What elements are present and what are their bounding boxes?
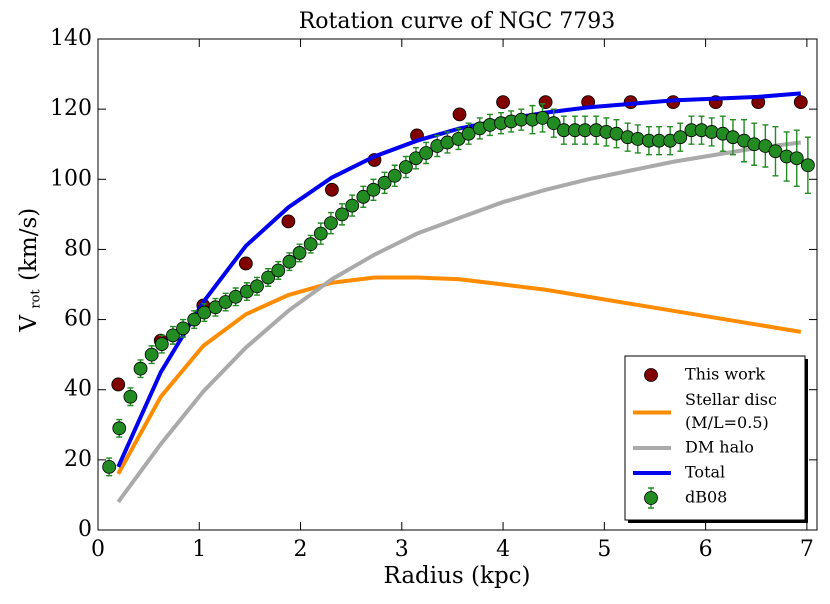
point (313, 226, 328, 241)
point (250, 279, 264, 294)
y-tick-label: 20 (64, 447, 92, 472)
point (261, 270, 276, 285)
y-label-main: V (16, 315, 42, 333)
point (496, 95, 510, 110)
point (366, 182, 381, 197)
legend-label: DM halo (685, 438, 754, 457)
point (800, 158, 815, 173)
point (377, 175, 392, 190)
point (546, 116, 561, 131)
point (461, 126, 476, 141)
point (452, 107, 467, 122)
x-tick-label: 7 (800, 537, 814, 562)
point (154, 337, 169, 352)
chart-title: Rotation curve of NGC 7793 (299, 9, 616, 34)
point (133, 361, 148, 376)
point (324, 216, 338, 231)
point (197, 305, 212, 320)
point (398, 160, 413, 174)
point (281, 214, 296, 229)
line (116, 275, 802, 475)
point (112, 421, 127, 436)
point (292, 246, 307, 260)
point (387, 168, 402, 183)
point (123, 389, 138, 404)
y-tick-label: 140 (50, 26, 92, 51)
y-axis-label: V rot (km/s) (16, 208, 44, 333)
point (419, 146, 434, 160)
point (303, 237, 318, 252)
point (228, 289, 243, 304)
x-tick-label: 2 (294, 537, 308, 562)
legend-label: This work (685, 365, 765, 384)
point (793, 95, 808, 110)
legend: This work Stellar disc (M/L=0.5) DM halo Tot… (624, 355, 808, 523)
point (538, 95, 553, 110)
y-tick-label: 40 (64, 377, 92, 402)
y-tick-label: 0 (78, 517, 92, 542)
legend-label: dB08 (685, 488, 727, 507)
point (673, 130, 688, 145)
point (102, 459, 117, 474)
y-label-sub: rot (29, 289, 44, 309)
x-axis-label: Radius (kpc) (383, 563, 530, 589)
x-tick-label: 1 (192, 537, 206, 562)
point (282, 254, 297, 269)
x-tick-label: 3 (395, 537, 409, 562)
point (535, 111, 550, 125)
x-tick-label: 4 (496, 537, 510, 562)
plot-frame (97, 38, 818, 531)
x-tick-label: 5 (597, 537, 611, 562)
point (325, 182, 339, 197)
point (144, 347, 159, 362)
legend-swatch (644, 368, 658, 382)
legend-swatch (644, 491, 658, 505)
y-tick-label: 120 (50, 96, 92, 121)
y-label-unit: (km/s) (16, 208, 42, 281)
x-tick-label: 6 (699, 537, 713, 562)
point (111, 377, 126, 392)
x-tick-label: 0 (91, 537, 105, 562)
point (789, 151, 804, 166)
point (187, 312, 202, 327)
legend-label: Total (685, 463, 725, 482)
legend-label: Stellar disc (M/L=0.5) (685, 390, 777, 432)
point (356, 189, 371, 204)
point (271, 263, 286, 278)
point (166, 328, 180, 343)
point (238, 256, 253, 271)
axes: 0 1 2 3 4 5 6 7 0 20 40 60 80 100 120 140 (50, 26, 818, 562)
y-tick-label: 60 (64, 307, 92, 332)
point (335, 207, 349, 222)
y-tick-label: 80 (64, 236, 92, 261)
plot-area (102, 91, 815, 504)
line (116, 140, 802, 504)
y-tick-label: 100 (50, 166, 92, 191)
point (345, 198, 360, 213)
point (176, 321, 190, 336)
point (768, 144, 783, 159)
